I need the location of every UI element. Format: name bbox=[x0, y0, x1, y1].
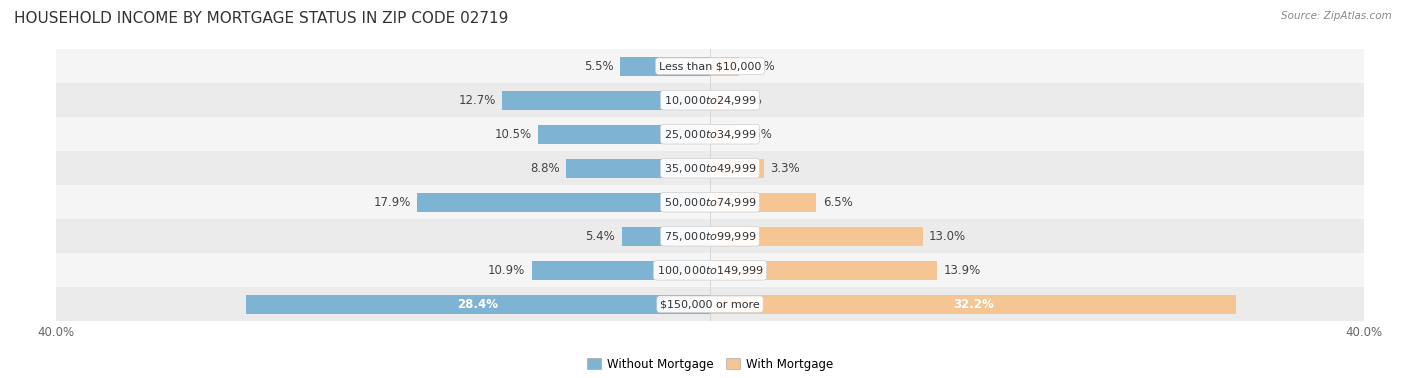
Text: $10,000 to $24,999: $10,000 to $24,999 bbox=[664, 94, 756, 107]
Text: $150,000 or more: $150,000 or more bbox=[661, 299, 759, 309]
Bar bbox=[56, 219, 1364, 253]
Text: 1.0%: 1.0% bbox=[733, 94, 762, 107]
Text: 28.4%: 28.4% bbox=[457, 298, 499, 311]
Text: 1.8%: 1.8% bbox=[747, 60, 776, 73]
Text: Less than $10,000: Less than $10,000 bbox=[659, 61, 761, 71]
Bar bbox=[56, 49, 1364, 83]
Bar bbox=[710, 261, 938, 280]
Bar bbox=[710, 125, 737, 144]
Bar bbox=[531, 261, 710, 280]
Bar bbox=[502, 91, 710, 110]
Text: 5.4%: 5.4% bbox=[585, 230, 616, 243]
Text: 8.8%: 8.8% bbox=[530, 162, 560, 175]
Text: $100,000 to $149,999: $100,000 to $149,999 bbox=[657, 264, 763, 277]
Legend: Without Mortgage, With Mortgage: Without Mortgage, With Mortgage bbox=[582, 353, 838, 375]
Bar bbox=[56, 253, 1364, 287]
Text: Source: ZipAtlas.com: Source: ZipAtlas.com bbox=[1281, 11, 1392, 21]
Text: $25,000 to $34,999: $25,000 to $34,999 bbox=[664, 128, 756, 141]
Bar bbox=[56, 151, 1364, 185]
Text: 6.5%: 6.5% bbox=[823, 196, 852, 209]
Text: 32.2%: 32.2% bbox=[953, 298, 994, 311]
Bar bbox=[538, 125, 710, 144]
Bar bbox=[710, 193, 817, 212]
Text: 3.3%: 3.3% bbox=[770, 162, 800, 175]
Text: 1.6%: 1.6% bbox=[742, 128, 772, 141]
Bar bbox=[710, 295, 1236, 314]
Bar bbox=[710, 159, 763, 178]
Bar bbox=[567, 159, 710, 178]
Bar bbox=[246, 295, 710, 314]
Text: 17.9%: 17.9% bbox=[374, 196, 411, 209]
Text: 10.5%: 10.5% bbox=[495, 128, 531, 141]
Bar bbox=[418, 193, 710, 212]
Text: 13.0%: 13.0% bbox=[929, 230, 966, 243]
Text: HOUSEHOLD INCOME BY MORTGAGE STATUS IN ZIP CODE 02719: HOUSEHOLD INCOME BY MORTGAGE STATUS IN Z… bbox=[14, 11, 509, 26]
Text: 10.9%: 10.9% bbox=[488, 264, 526, 277]
Text: 13.9%: 13.9% bbox=[943, 264, 981, 277]
Bar bbox=[710, 57, 740, 76]
Bar bbox=[710, 91, 727, 110]
Text: $75,000 to $99,999: $75,000 to $99,999 bbox=[664, 230, 756, 243]
Bar bbox=[710, 227, 922, 246]
Bar bbox=[56, 83, 1364, 117]
Bar bbox=[620, 57, 710, 76]
Text: $35,000 to $49,999: $35,000 to $49,999 bbox=[664, 162, 756, 175]
Bar bbox=[621, 227, 710, 246]
Text: 5.5%: 5.5% bbox=[583, 60, 613, 73]
Bar bbox=[56, 287, 1364, 321]
Text: 12.7%: 12.7% bbox=[458, 94, 496, 107]
Bar bbox=[56, 185, 1364, 219]
Text: $50,000 to $74,999: $50,000 to $74,999 bbox=[664, 196, 756, 209]
Bar bbox=[56, 117, 1364, 151]
